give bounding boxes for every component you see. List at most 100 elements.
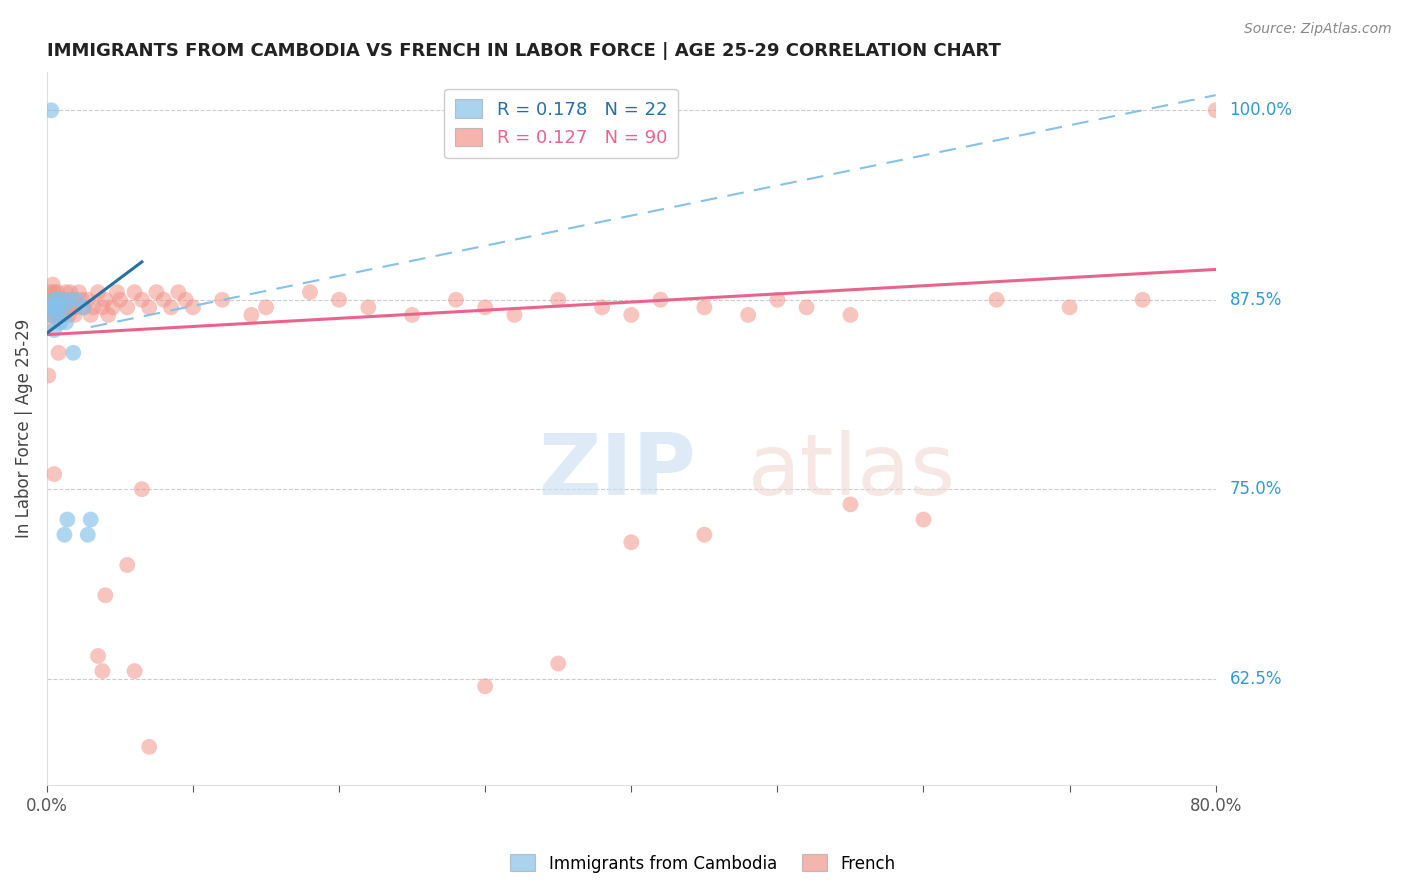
Point [56, 293, 79, 307]
Point [124, 285, 146, 300]
Point [37, 293, 59, 307]
Point [1132, 293, 1154, 307]
Text: 87.5%: 87.5% [1230, 291, 1282, 309]
Legend: Immigrants from Cambodia, French: Immigrants from Cambodia, French [503, 847, 903, 880]
Text: 100.0%: 100.0% [1230, 102, 1292, 120]
Point [87, 648, 110, 663]
Point [160, 301, 183, 315]
Point [46, 308, 69, 322]
Point [839, 308, 862, 322]
Point [42, 277, 65, 292]
Point [83, 301, 105, 315]
Point [620, 308, 643, 322]
Text: 75.0%: 75.0% [1230, 480, 1282, 499]
Point [117, 558, 139, 572]
Text: IMMIGRANTS FROM CAMBODIA VS FRENCH IN LABOR FORCE | AGE 25-29 CORRELATION CHART: IMMIGRANTS FROM CAMBODIA VS FRENCH IN LA… [46, 42, 1001, 60]
Point [65, 293, 87, 307]
Point [38, 308, 60, 322]
Point [44, 285, 66, 300]
Point [48, 301, 70, 315]
Point [131, 482, 153, 496]
Point [72, 301, 94, 315]
Point [67, 285, 90, 300]
Text: Source: ZipAtlas.com: Source: ZipAtlas.com [1244, 22, 1392, 37]
Point [693, 527, 716, 541]
Point [796, 301, 818, 315]
Point [39, 308, 62, 322]
Point [48, 346, 70, 360]
Point [51, 293, 73, 307]
Point [117, 301, 139, 315]
Point [91, 664, 114, 678]
Point [254, 301, 277, 315]
Point [55, 285, 77, 300]
Point [94, 588, 117, 602]
Point [97, 308, 120, 322]
Point [620, 535, 643, 549]
Point [76, 293, 98, 307]
Point [70, 293, 93, 307]
Point [45, 308, 67, 322]
Point [65, 301, 87, 315]
Point [105, 285, 128, 300]
Point [131, 293, 153, 307]
Text: atlas: atlas [748, 430, 956, 513]
Point [152, 293, 174, 307]
Point [63, 308, 86, 322]
Point [174, 293, 197, 307]
Point [58, 293, 80, 307]
Point [53, 301, 76, 315]
Point [55, 316, 77, 330]
Point [693, 301, 716, 315]
Point [1059, 301, 1081, 315]
Point [401, 308, 423, 322]
Point [503, 308, 526, 322]
Point [46, 301, 69, 315]
Point [42, 301, 65, 315]
Y-axis label: In Labor Force | Age 25-29: In Labor Force | Age 25-29 [15, 319, 32, 538]
Point [650, 293, 672, 307]
Point [91, 301, 114, 315]
Point [49, 316, 72, 330]
Point [737, 308, 759, 322]
Point [328, 293, 350, 307]
Point [839, 497, 862, 511]
Point [38, 285, 60, 300]
Point [72, 301, 94, 315]
Point [138, 739, 160, 754]
Point [56, 512, 79, 526]
Point [1205, 103, 1227, 118]
Point [547, 293, 569, 307]
Text: 62.5%: 62.5% [1230, 670, 1282, 688]
Point [986, 293, 1008, 307]
Point [37, 368, 59, 383]
Point [45, 301, 67, 315]
Point [44, 301, 66, 315]
Point [62, 346, 84, 360]
Point [101, 301, 124, 315]
Point [51, 308, 73, 322]
Point [444, 293, 467, 307]
Point [37, 316, 59, 330]
Point [44, 467, 66, 481]
Point [124, 664, 146, 678]
Point [45, 293, 67, 307]
Point [145, 285, 167, 300]
Point [39, 103, 62, 118]
Point [87, 285, 110, 300]
Legend: R = 0.178   N = 22, R = 0.127   N = 90: R = 0.178 N = 22, R = 0.127 N = 90 [444, 88, 678, 158]
Point [46, 285, 69, 300]
Point [38, 301, 60, 315]
Point [912, 512, 935, 526]
Point [766, 293, 789, 307]
Point [240, 308, 263, 322]
Point [53, 527, 76, 541]
Point [108, 293, 131, 307]
Text: ZIP: ZIP [537, 430, 696, 513]
Point [474, 679, 496, 693]
Point [49, 301, 72, 315]
Point [76, 527, 98, 541]
Point [58, 308, 80, 322]
Point [80, 308, 103, 322]
Point [181, 301, 204, 315]
